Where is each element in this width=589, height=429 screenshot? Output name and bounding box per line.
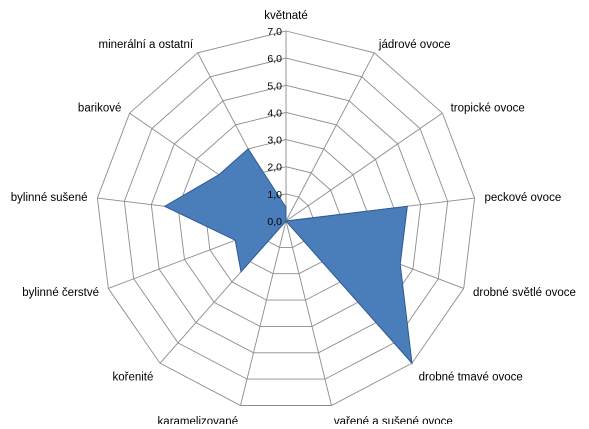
- category-label: drobné světlé ovoce: [473, 287, 576, 299]
- category-label: karamelizované: [158, 416, 239, 424]
- tick-label: 6,0: [267, 53, 282, 65]
- category-label: bylinné čerstvé: [22, 287, 99, 299]
- category-label: drobné tmavé ovoce: [419, 372, 523, 384]
- radial-tick-labels: 0,0 1,0 2,0 3,0 4,0 5,0 6,0 7,0: [267, 26, 282, 228]
- category-label: tropické ovoce: [451, 102, 525, 114]
- tick-label: 3,0: [267, 135, 282, 147]
- category-label: vařené a sušené ovoce: [334, 416, 453, 424]
- category-label: květnaté: [264, 10, 307, 22]
- tick-label: 0,0: [267, 216, 282, 228]
- category-labels: květnaté jádrové ovoce tropické ovoce pecko…: [11, 10, 576, 424]
- tick-label: 7,0: [267, 26, 282, 38]
- category-label: minerální a ostatní: [98, 39, 193, 51]
- tick-label: 2,0: [267, 162, 282, 174]
- category-label: kořenité: [112, 372, 153, 384]
- category-label: jádrové ovoce: [378, 39, 451, 51]
- tick-label: 4,0: [267, 107, 282, 119]
- series-area-0: [165, 149, 412, 363]
- tick-label: 5,0: [267, 80, 282, 92]
- tick-label: 1,0: [267, 189, 282, 201]
- category-label: barikové: [78, 102, 121, 114]
- category-label: peckové ovoce: [485, 192, 562, 204]
- category-label: bylinné sušené: [11, 192, 88, 204]
- radar-series-layer: [165, 149, 412, 363]
